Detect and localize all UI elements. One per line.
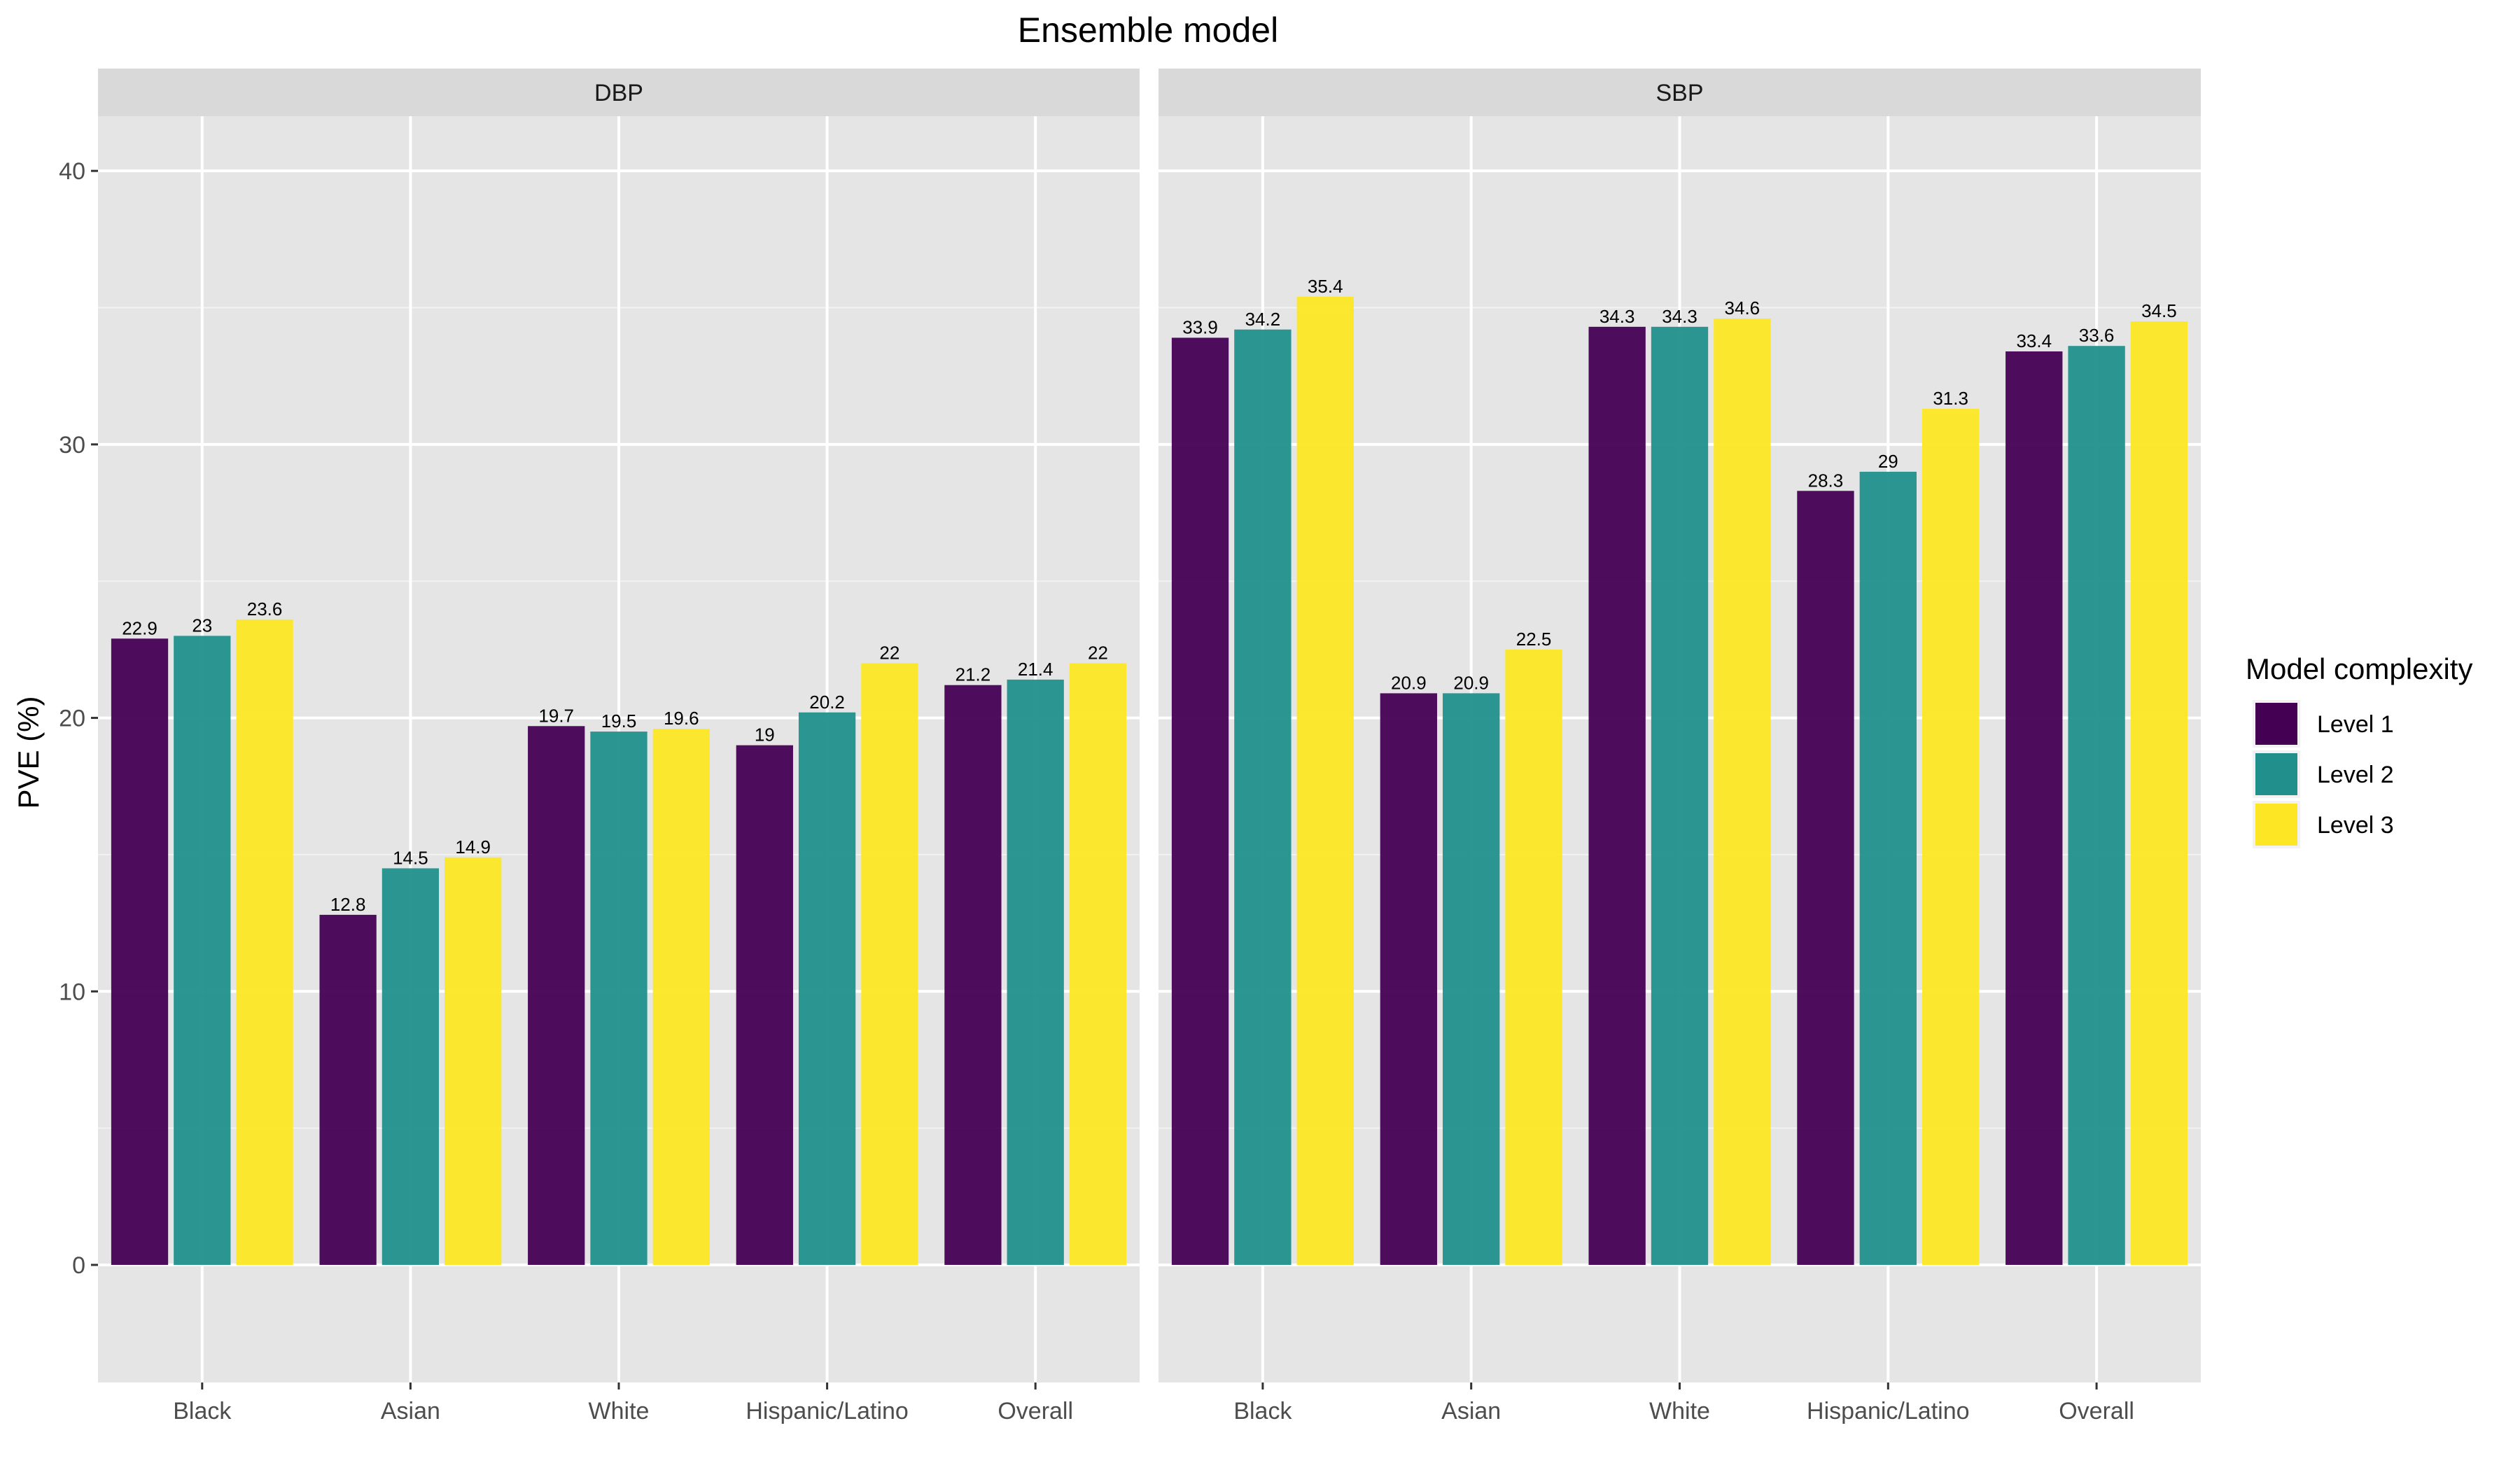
bar-sbp-black-level-2 [1234,329,1292,1265]
bar-value-label: 23.6 [247,598,283,620]
bar-dbp-white-level-1 [528,726,585,1265]
bar-value-label: 14.9 [455,836,491,858]
bar-sbp-asian-level-3 [1505,649,1562,1265]
facet-panel-sbp: SBP 33.9 20.9 34.3 28.3 33.4 34.2 20.9 34.3 29 33.… [1158,69,2201,1424]
bar-sbp-white-level-1 [1588,326,1646,1265]
legend-swatch-level-1 [2255,703,2297,745]
bar-value-label: 34.5 [2141,300,2177,321]
bar-value-label: 28.3 [1808,470,1844,491]
bar-dbp-black-level-1 [111,638,169,1265]
y-tick-label: 10 [59,979,85,1005]
bar-value-label: 22.9 [122,617,158,638]
facet-strip-label: DBP [594,80,643,106]
legend-title: Model complexity [2246,652,2472,685]
facet-panel-dbp: DBP 22.9 12.8 19.7 19 21.2 23 14.5 19.5 20.2 21.4 2… [59,69,1140,1424]
bar-value-label: 22 [879,642,899,663]
y-tick-label: 20 [59,706,85,732]
y-tick-label: 0 [72,1252,85,1279]
bar-sbp-hispanic-latino-level-2 [1859,471,1917,1265]
bar-dbp-asian-level-1 [319,914,377,1265]
bar-value-label: 20.9 [1453,672,1489,693]
bar-value-label: 22.5 [1516,629,1552,650]
facet-strip-label: SBP [1656,80,1703,106]
bar-dbp-overall-level-1 [944,685,1002,1265]
x-tick-label: White [1649,1398,1710,1424]
bar-value-label: 20.9 [1391,672,1427,693]
bar-value-label: 34.3 [1600,306,1635,327]
bar-value-label: 19.7 [538,705,574,726]
bar-sbp-overall-level-2 [2068,346,2125,1265]
bar-value-label: 29 [1878,451,1898,472]
legend-swatch-level-2 [2255,753,2297,795]
bar-sbp-hispanic-latino-level-1 [1797,491,1854,1265]
bar-value-label: 31.3 [1933,388,1968,409]
bar-sbp-hispanic-latino-level-3 [1921,409,1980,1265]
legend: Model complexity Level 1 Level 2 Level 3 [2246,652,2472,848]
bar-value-label: 19.5 [601,710,637,732]
bar-value-label: 22 [1088,642,1108,663]
x-tick-label: Overall [2059,1398,2134,1424]
bar-dbp-overall-level-3 [1069,663,1127,1265]
bar-sbp-white-level-2 [1651,326,1709,1265]
chart-title: Ensemble model [1018,10,1278,50]
facet-strip [1158,69,2201,116]
x-tick-label: White [589,1398,650,1424]
x-tick-label: Hispanic/Latino [1807,1398,1969,1424]
legend-label: Level 2 [2317,762,2394,788]
bar-value-label: 34.2 [1245,309,1281,330]
bar-dbp-black-level-2 [174,636,231,1265]
y-tick-label: 40 [59,158,85,185]
x-tick-label: Hispanic/Latino [746,1398,908,1424]
facets-group: DBP 22.9 12.8 19.7 19 21.2 23 14.5 19.5 20.2 21.4 2… [59,69,2201,1424]
bar-value-label: 19 [755,724,775,746]
y-axis-title: PVE (%) [12,696,45,808]
bar-dbp-overall-level-2 [1007,679,1064,1265]
bar-dbp-hispanic-latino-level-2 [798,712,856,1265]
bar-sbp-black-level-3 [1296,296,1354,1265]
x-tick-label: Black [1233,1398,1292,1424]
bar-dbp-hispanic-latino-level-1 [736,745,793,1265]
bar-dbp-white-level-3 [652,729,710,1265]
bar-sbp-black-level-1 [1171,337,1229,1265]
legend-label: Level 3 [2317,812,2394,839]
bar-dbp-asian-level-3 [444,857,502,1265]
bar-sbp-white-level-3 [1714,318,1771,1265]
x-tick-label: Asian [381,1398,440,1424]
bar-dbp-hispanic-latino-level-3 [861,663,918,1265]
legend-swatch-level-3 [2255,804,2297,846]
bar-value-label: 34.3 [1662,306,1698,327]
x-tick-label: Overall [997,1398,1073,1424]
bar-sbp-overall-level-3 [2130,321,2188,1265]
x-tick-label: Asian [1441,1398,1501,1424]
bar-value-label: 35.4 [1308,276,1343,297]
bar-dbp-asian-level-2 [382,868,440,1265]
y-tick-label: 30 [59,432,85,458]
facet-strip [98,69,1140,116]
bar-dbp-white-level-2 [590,732,648,1265]
bar-sbp-asian-level-2 [1443,693,1500,1265]
bar-value-label: 14.5 [393,847,428,868]
bar-value-label: 20.2 [809,692,845,713]
bar-value-label: 12.8 [330,894,366,915]
bar-value-label: 33.4 [2016,330,2052,351]
bar-value-label: 19.6 [664,708,699,729]
bar-dbp-black-level-3 [236,619,293,1265]
bar-value-label: 23 [192,615,212,636]
bar-value-label: 33.6 [2079,325,2115,346]
bar-value-label: 21.2 [955,664,991,685]
bar-sbp-asian-level-1 [1380,693,1438,1265]
bar-value-label: 34.6 [1725,298,1760,318]
x-tick-label: Black [173,1398,232,1424]
legend-label: Level 1 [2317,711,2394,738]
bar-value-label: 21.4 [1018,659,1054,680]
bar-sbp-overall-level-1 [2005,351,2063,1265]
bar-value-label: 33.9 [1182,316,1218,337]
